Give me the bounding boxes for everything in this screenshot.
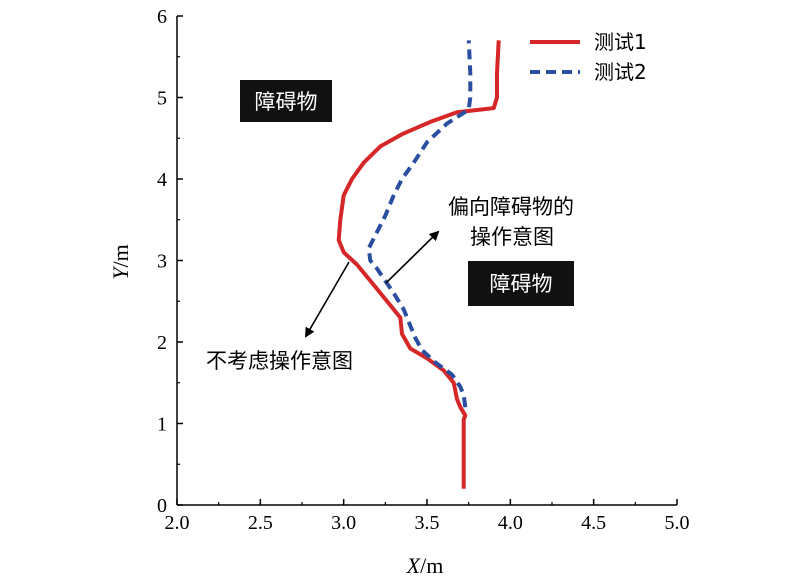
obstacle-label-left: 障碍物 bbox=[255, 90, 318, 114]
x-tick-label: 2.5 bbox=[248, 512, 273, 534]
x-tick-label: 4.5 bbox=[581, 512, 606, 534]
x-tick-label: 5.0 bbox=[665, 512, 690, 534]
y-tick-label: 6 bbox=[157, 6, 167, 28]
legend-label-series-1: 测试1 bbox=[594, 30, 647, 54]
x-tick-label: 3.0 bbox=[331, 512, 356, 534]
legend: 测试1 测试2 bbox=[530, 30, 647, 84]
y-tick-label: 2 bbox=[157, 332, 167, 354]
y-ticks: 0 1 2 3 4 5 6 bbox=[157, 6, 183, 517]
y-tick-label: 0 bbox=[157, 495, 167, 517]
x-axis-unit: /m bbox=[420, 553, 443, 578]
y-tick-label: 1 bbox=[157, 414, 167, 436]
y-axis-unit: /m bbox=[108, 244, 133, 267]
x-ticks: 2.0 2.5 3.0 3.5 4.0 4.5 5.0 bbox=[165, 499, 690, 534]
axes: 2.0 2.5 3.0 3.5 4.0 4.5 5.0 0 1 2 3 4 5 6 bbox=[157, 6, 690, 534]
annotation-biased-intent-line2: 操作意图 bbox=[470, 225, 554, 249]
y-axis-title: Y/m bbox=[108, 244, 133, 279]
legend-label-series-2: 测试2 bbox=[594, 60, 647, 84]
series-line-2 bbox=[366, 40, 473, 408]
y-axis-variable: Y bbox=[108, 265, 133, 280]
obstacle-box-right-bg bbox=[468, 261, 574, 306]
y-tick-label: 3 bbox=[157, 251, 167, 273]
annotation-biased-intent-line1: 偏向障碍物的 bbox=[448, 195, 574, 219]
y-tick-label: 4 bbox=[157, 169, 167, 191]
annotation-no-intent: 不考虑操作意图 bbox=[206, 349, 353, 373]
obstacle-label-right: 障碍物 bbox=[490, 272, 553, 296]
plot-area bbox=[336, 40, 501, 489]
arrow-no-intent bbox=[304, 261, 350, 338]
x-tick-label: 2.0 bbox=[165, 512, 190, 534]
arrow-biased-intent bbox=[385, 230, 440, 284]
series-layer bbox=[336, 40, 501, 489]
x-tick-label: 3.5 bbox=[415, 512, 440, 534]
obstacle-box-left-bg bbox=[240, 80, 332, 122]
series-line-1 bbox=[336, 40, 501, 489]
x-axis-title: X/m bbox=[406, 553, 444, 578]
obstacle-box-left: 障碍物 bbox=[240, 80, 332, 122]
y-tick-label: 5 bbox=[157, 88, 167, 110]
x-tick-label: 4.0 bbox=[498, 512, 523, 534]
obstacle-box-right: 障碍物 bbox=[468, 261, 574, 306]
x-axis-variable: X bbox=[406, 553, 422, 578]
